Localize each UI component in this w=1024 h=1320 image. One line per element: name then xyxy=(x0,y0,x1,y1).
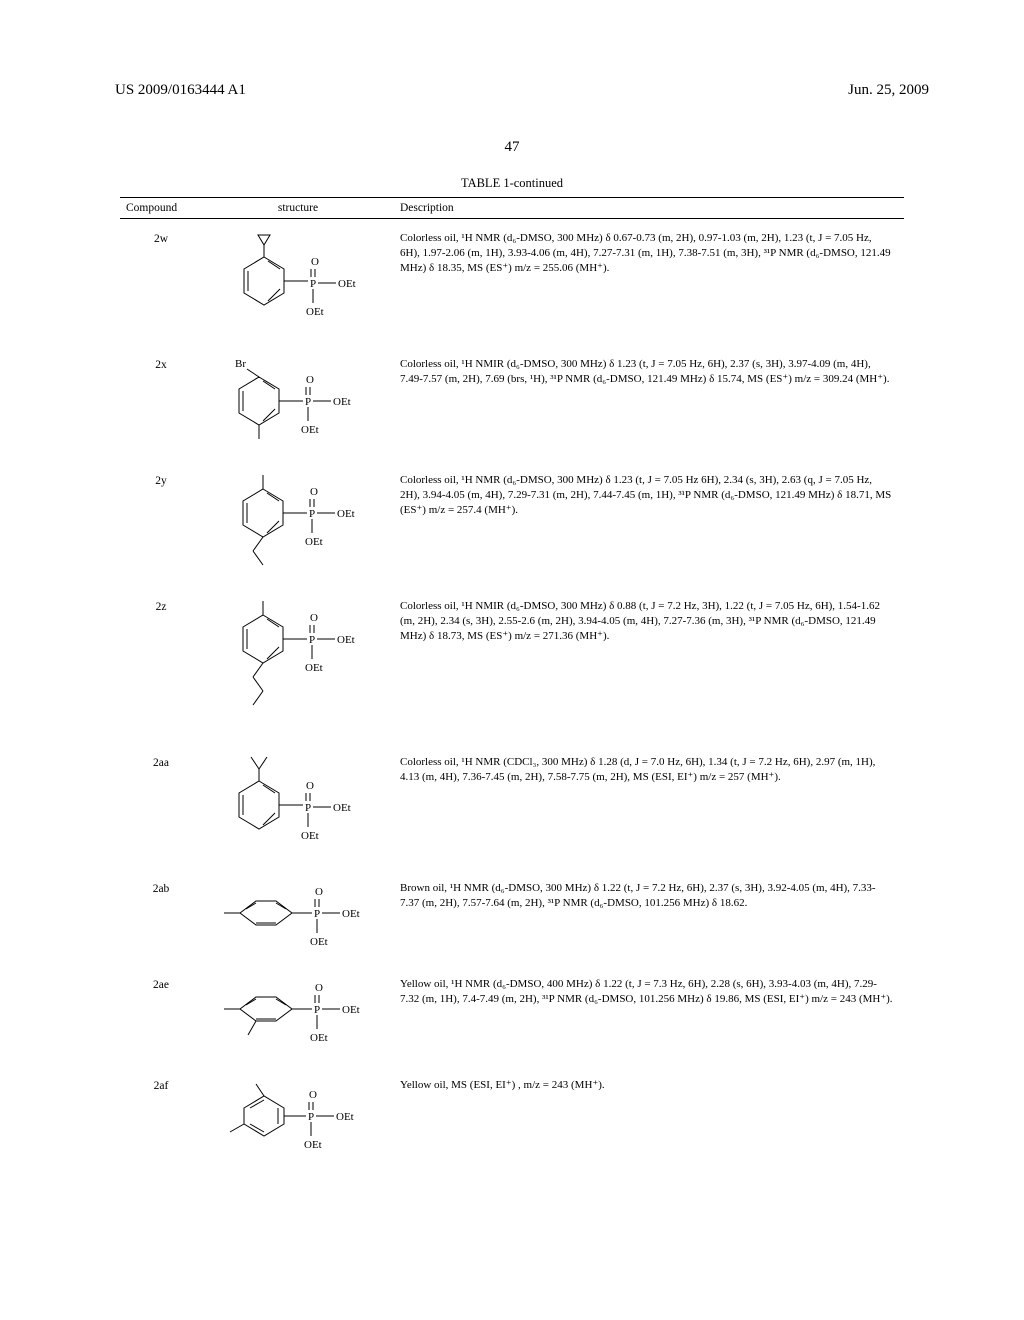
compound-id: 2y xyxy=(120,461,202,587)
label-OEt: OEt xyxy=(304,1139,322,1151)
chem-structure-icon: O P OEt OEt xyxy=(223,595,373,735)
label-OEt: OEt xyxy=(338,278,356,290)
label-P: P xyxy=(309,508,315,520)
structure-cell: O P OEt OEt xyxy=(202,587,394,743)
label-P: P xyxy=(309,634,315,646)
label-OEt: OEt xyxy=(301,830,319,842)
label-O: O xyxy=(315,886,323,898)
chem-structure-icon: O P OEt OEt xyxy=(223,469,373,579)
description-cell: Colorless oil, ¹H NMIR (d₆-DMSO, 300 MHz… xyxy=(394,587,904,743)
table-row: 2aa O xyxy=(120,743,904,869)
page-number: 47 xyxy=(0,139,1024,156)
table-row: 2af O P xyxy=(120,1066,904,1167)
label-O: O xyxy=(306,780,314,792)
label-P: P xyxy=(310,278,316,290)
table-row: 2y O xyxy=(120,461,904,587)
page-header: US 2009/0163444 A1 Jun. 25, 2009 xyxy=(0,0,1024,99)
description-cell: Colorless oil, ¹H NMR (d₆-DMSO, 300 MHz)… xyxy=(394,219,904,346)
label-OEt: OEt xyxy=(310,1032,328,1044)
description-cell: Colorless oil, ¹H NMR (d₆-DMSO, 300 MHz)… xyxy=(394,461,904,587)
label-P: P xyxy=(314,908,320,920)
col-header-description: Description xyxy=(394,198,904,219)
compound-id: 2ae xyxy=(120,965,202,1066)
description-cell: Yellow oil, ¹H NMR (d₆-DMSO, 400 MHz) δ … xyxy=(394,965,904,1066)
structure-cell: Br O P xyxy=(202,345,394,461)
label-OEt: OEt xyxy=(342,908,360,920)
label-OEt: OEt xyxy=(333,802,351,814)
chem-structure-icon: O P OEt OEt xyxy=(228,227,368,337)
col-header-structure: structure xyxy=(202,198,394,219)
table-row: 2w xyxy=(120,219,904,346)
chem-structure-icon: O P OEt OEt xyxy=(218,973,378,1058)
compound-id: 2ab xyxy=(120,869,202,965)
label-P: P xyxy=(314,1004,320,1016)
description-cell: Brown oil, ¹H NMR (d₆-DMSO, 300 MHz) δ 1… xyxy=(394,869,904,965)
compound-id: 2z xyxy=(120,587,202,743)
label-OEt: OEt xyxy=(301,424,319,436)
table-container: TABLE 1-continued Compound structure Des… xyxy=(120,176,904,1167)
structure-cell: O P OEt OEt xyxy=(202,219,394,346)
label-OEt: OEt xyxy=(333,396,351,408)
chem-structure-icon: O P OEt OEt xyxy=(218,877,378,957)
structure-cell: O P OEt OEt xyxy=(202,743,394,869)
table-header-row: Compound structure Description xyxy=(120,198,904,219)
structure-cell: O P OEt OEt xyxy=(202,461,394,587)
label-O: O xyxy=(310,486,318,498)
label-O: O xyxy=(306,374,314,386)
label-OEt: OEt xyxy=(305,536,323,548)
label-O: O xyxy=(309,1089,317,1101)
compound-id: 2af xyxy=(120,1066,202,1167)
label-P: P xyxy=(308,1111,314,1123)
compound-id: 2x xyxy=(120,345,202,461)
structure-cell: O P OEt OEt xyxy=(202,965,394,1066)
table-row: 2z O xyxy=(120,587,904,743)
patent-date: Jun. 25, 2009 xyxy=(848,82,929,99)
label-O: O xyxy=(310,612,318,624)
table-row: 2ae O P xyxy=(120,965,904,1066)
table-row: 2ab O P xyxy=(120,869,904,965)
label-OEt: OEt xyxy=(305,662,323,674)
structure-cell: O P OEt OEt xyxy=(202,869,394,965)
chem-structure-icon: O P OEt OEt xyxy=(218,1074,378,1159)
label-OEt: OEt xyxy=(337,634,355,646)
table-title: TABLE 1-continued xyxy=(120,176,904,191)
compound-table: Compound structure Description 2w xyxy=(120,197,904,1167)
description-cell: Colorless oil, ¹H NMR (CDCl₃, 300 MHz) δ… xyxy=(394,743,904,869)
chem-structure-icon: O P OEt OEt xyxy=(223,751,373,861)
description-cell: Colorless oil, ¹H NMIR (d₆-DMSO, 300 MHz… xyxy=(394,345,904,461)
label-OEt: OEt xyxy=(310,936,328,948)
label-P: P xyxy=(305,802,311,814)
structure-cell: O P OEt OEt xyxy=(202,1066,394,1167)
patent-number: US 2009/0163444 A1 xyxy=(115,82,246,99)
description-cell: Yellow oil, MS (ESI, EI⁺) , m/z = 243 (M… xyxy=(394,1066,904,1167)
label-O: O xyxy=(311,256,319,268)
label-O: O xyxy=(315,982,323,994)
table-row: 2x Br O xyxy=(120,345,904,461)
label-OEt: OEt xyxy=(336,1111,354,1123)
label-OEt: OEt xyxy=(342,1004,360,1016)
chem-structure-icon: Br O P xyxy=(223,353,373,453)
label-OEt: OEt xyxy=(337,508,355,520)
compound-id: 2aa xyxy=(120,743,202,869)
label-Br: Br xyxy=(235,358,246,370)
col-header-compound: Compound xyxy=(120,198,202,219)
label-P: P xyxy=(305,396,311,408)
label-OEt: OEt xyxy=(306,306,324,318)
compound-id: 2w xyxy=(120,219,202,346)
